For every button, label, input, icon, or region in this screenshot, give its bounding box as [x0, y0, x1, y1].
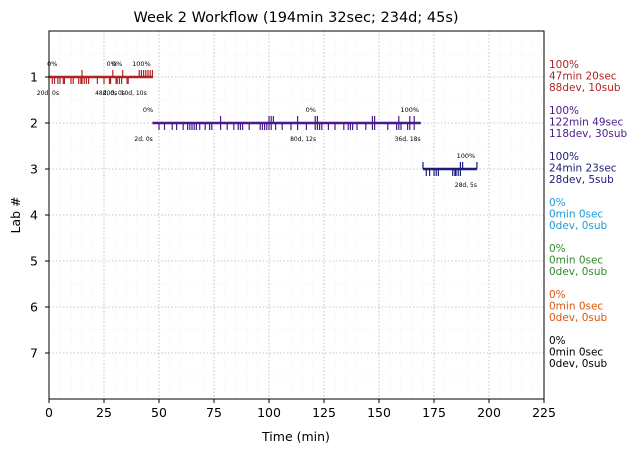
lab-6-summary-line: 0dev, 0sub — [549, 312, 608, 324]
lab-3-summary-line: 100% — [549, 151, 579, 163]
lab-3-summary-line: 28dev, 5sub — [549, 174, 614, 186]
y-tick-label: 7 — [30, 346, 38, 361]
lab-2-progress-label: 100% — [401, 106, 420, 114]
y-tick-label: 2 — [30, 116, 38, 131]
lab-2-progress-label: 0% — [143, 106, 153, 114]
x-tick-label: 75 — [206, 405, 222, 420]
lab-2-summary-line: 122min 49sec — [549, 117, 623, 129]
lab-1-summary-line: 100% — [549, 59, 579, 71]
y-tick-label: 4 — [30, 208, 38, 223]
lab-4-summary-line: 0min 0sec — [549, 209, 603, 221]
x-tick-label: 175 — [422, 405, 446, 420]
lab-1-time-label: 48d, 0s — [95, 90, 117, 97]
y-tick-label: 5 — [30, 254, 38, 269]
x-tick-label: 225 — [532, 405, 556, 420]
y-tick-label: 3 — [30, 162, 38, 177]
lab-1-progress-label: 0% — [47, 60, 57, 68]
x-tick-label: 25 — [96, 405, 112, 420]
x-tick-label: 0 — [45, 405, 53, 420]
lab-1-progress-label: 0% — [112, 60, 122, 68]
y-tick-label: 6 — [30, 300, 38, 315]
x-tick-label: 200 — [477, 405, 501, 420]
lab-2-summary-line: 100% — [549, 105, 579, 117]
lab-2-summary-line: 118dev, 30sub — [549, 128, 628, 140]
x-tick-label: 100 — [257, 405, 281, 420]
lab-5-summary-line: 0min 0sec — [549, 255, 603, 267]
lab-2-time-label: 2d, 0s — [134, 136, 152, 143]
lab-3-time-label: 28d, 5s — [455, 182, 477, 189]
x-tick-label: 125 — [312, 405, 336, 420]
lab-6-summary-line: 0min 0sec — [549, 301, 603, 313]
chart-title: Week 2 Workflow (194min 32sec; 234d; 45s… — [133, 10, 458, 26]
lab-7-summary-line: 0min 0sec — [549, 347, 603, 359]
lab-1-progress-label: 100% — [132, 60, 151, 68]
lab-2-time-label: 80d, 12s — [290, 136, 316, 143]
lab-5-summary-line: 0% — [549, 243, 566, 255]
x-tick-label: 50 — [151, 405, 167, 420]
lab-3-progress-label: 100% — [457, 152, 476, 160]
lab-7-summary-line: 0% — [549, 335, 566, 347]
lab-5-summary-line: 0dev, 0sub — [549, 266, 608, 278]
lab-4-summary-line: 0% — [549, 197, 566, 209]
lab-3-summary-line: 24min 23sec — [549, 163, 617, 175]
y-tick-label: 1 — [30, 70, 38, 85]
lab-2-time-label: 36d, 18s — [395, 136, 421, 143]
lab-4-summary-line: 0dev, 0sub — [549, 220, 608, 232]
lab-7-summary-line: 0dev, 0sub — [549, 358, 608, 370]
lab-1-time-label: 20d, 0s — [37, 90, 59, 97]
x-tick-label: 150 — [367, 405, 391, 420]
lab-1-time-label: 10d, 10s — [121, 90, 147, 97]
lab-1-progress-label: 0% — [107, 60, 117, 68]
x-axis-label: Time (min) — [261, 429, 330, 444]
lab-1-time-label: 20d, 0s — [103, 90, 125, 97]
lab-1-summary-line: 88dev, 10sub — [549, 82, 621, 94]
lab-1-summary-line: 47min 20sec — [549, 71, 617, 83]
grid-layer — [48, 31, 545, 399]
lab-6-summary-line: 0% — [549, 289, 566, 301]
axis-layer: 0 25 50 75 100 125 150 175 200 225 1 2 3 4 5 6 7 — [30, 70, 556, 421]
y-axis-label: Lab # — [8, 196, 23, 233]
lab-2-progress-label: 0% — [306, 106, 316, 114]
